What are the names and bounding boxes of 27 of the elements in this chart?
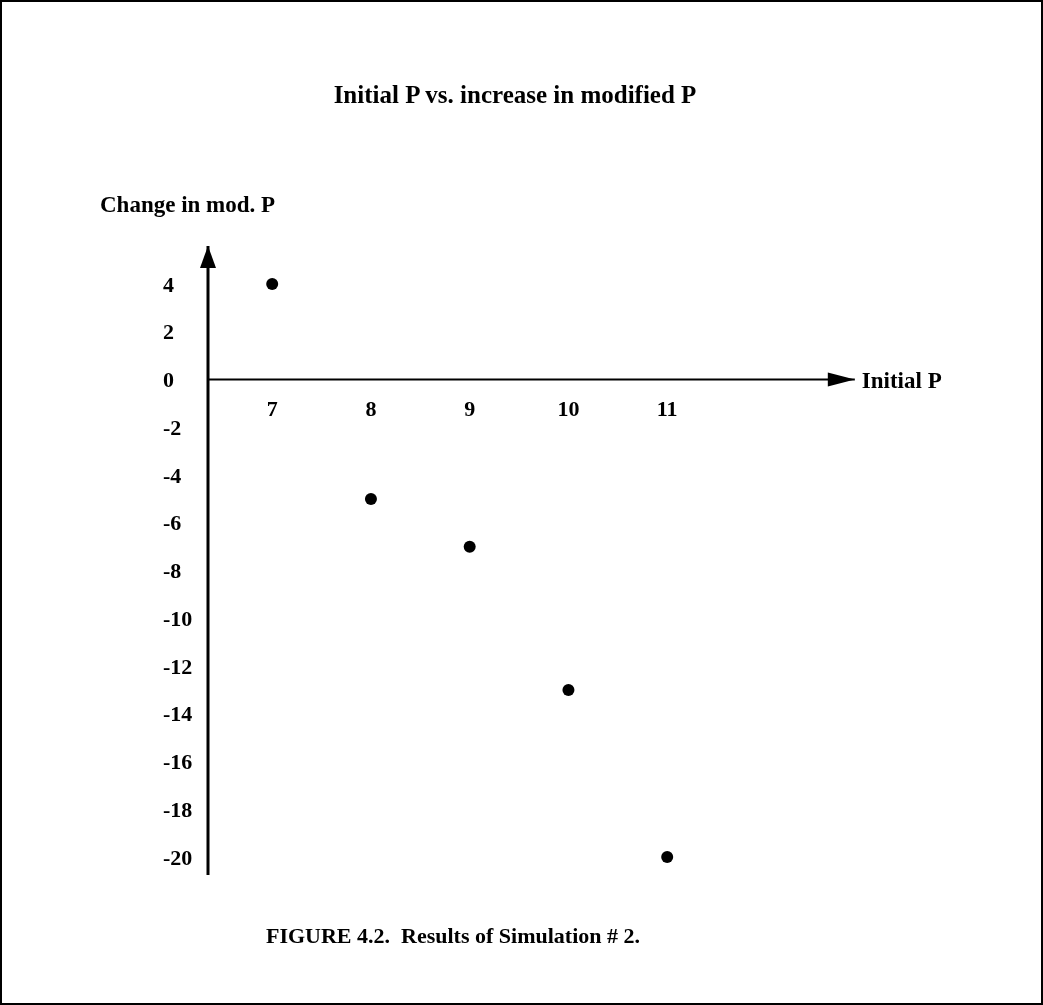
y-tick-label: 0 <box>163 367 174 393</box>
point <box>562 683 575 696</box>
y-tick-label: -12 <box>163 653 193 679</box>
x-tick-label: 8 <box>365 395 377 421</box>
y-tick-label: 4 <box>163 271 174 297</box>
chart-title: Initial P vs. increase in modified P <box>333 81 697 108</box>
y-tick-label: -18 <box>163 796 193 822</box>
point <box>463 540 476 553</box>
point <box>661 851 674 864</box>
y-tick-label: -4 <box>163 462 182 488</box>
y-tick-label: -10 <box>163 605 193 631</box>
y-tick-label: -6 <box>163 510 182 536</box>
y-tick-label: -14 <box>163 701 193 727</box>
x-tick-label: 7 <box>266 395 278 421</box>
y-tick-label: -16 <box>163 749 193 775</box>
caption: FIGURE 4.2. Results of Simulation # 2. <box>265 923 641 948</box>
x-axis-title: Initial P <box>861 367 942 393</box>
x-tick-label: 9 <box>464 395 476 421</box>
y-tick-label: 2 <box>163 319 174 345</box>
x-tick-label: 11 <box>656 395 678 421</box>
y-tick-label: -8 <box>163 558 182 584</box>
y-tick-label: -2 <box>163 414 182 440</box>
point <box>364 492 377 505</box>
x-tick-label: 10 <box>557 395 580 421</box>
point <box>266 278 279 291</box>
y-axis-title: Change in mod. P <box>100 192 276 217</box>
y-tick-label: -20 <box>163 844 193 870</box>
